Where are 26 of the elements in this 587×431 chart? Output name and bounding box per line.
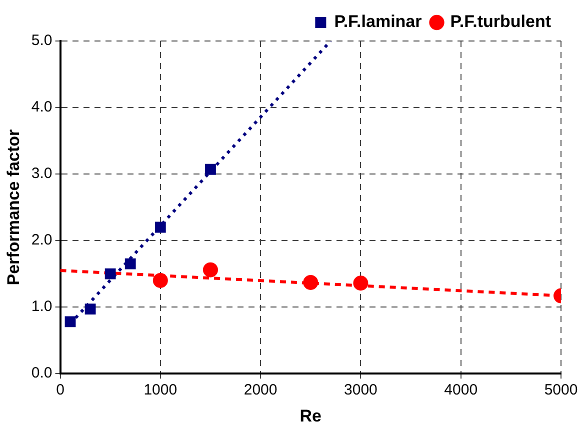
point [154, 222, 166, 233]
point [303, 274, 318, 290]
point [104, 268, 116, 280]
point [205, 164, 216, 175]
y-tick-label: 0.0 [31, 364, 52, 382]
legend-label: P.F.laminar [334, 12, 422, 32]
y-tick-label: 4.0 [31, 98, 52, 116]
point [124, 258, 136, 270]
x-axis-title: Re [300, 406, 322, 426]
point [353, 276, 368, 291]
point [152, 272, 168, 288]
y-tick-label: 2.0 [31, 232, 52, 249]
y-tick-label: 3.0 [31, 165, 52, 182]
x-tick-label: 0 [56, 382, 64, 399]
legend-label: P.F.turbulent [450, 12, 552, 32]
point [84, 304, 96, 315]
x-tick-label: 3000 [344, 382, 378, 399]
y-tick-label: 1.0 [31, 298, 52, 316]
y-tick-label: 5.0 [31, 32, 52, 50]
x-tick-label: 1000 [144, 382, 178, 399]
x-tick-label: 5000 [544, 382, 578, 399]
x-tick-label: 4000 [444, 382, 478, 399]
point [202, 262, 218, 278]
x-tick-label: 2000 [244, 382, 278, 399]
point [64, 316, 76, 328]
y-axis-title: Performance factor [4, 128, 23, 286]
